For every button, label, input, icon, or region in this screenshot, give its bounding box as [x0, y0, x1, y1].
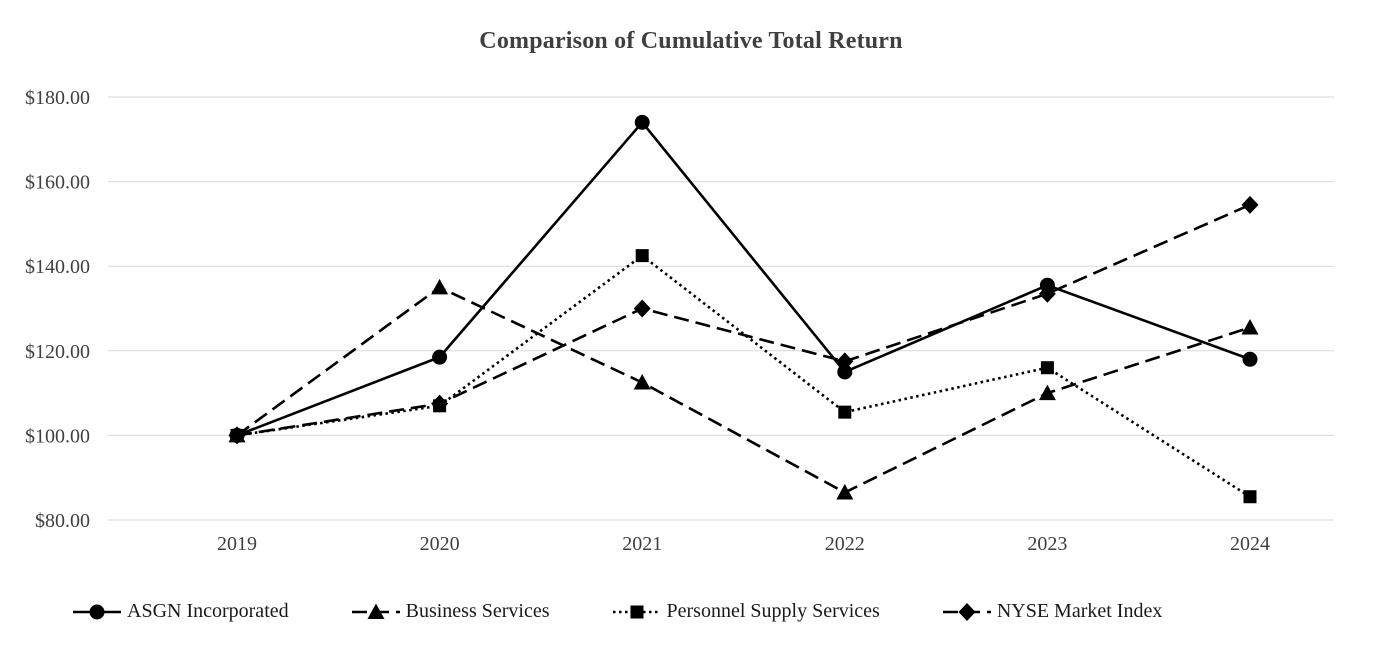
series-nyse-market-index [228, 195, 1259, 445]
square-marker [1243, 490, 1257, 504]
series-line [236, 120, 1251, 437]
diamond-marker [633, 299, 651, 318]
circle-marker [432, 349, 448, 365]
legend-label: Business Services [405, 600, 550, 622]
square-marker [630, 605, 644, 618]
triangle-marker [431, 278, 449, 295]
legend-item-business-services: Business Services [351, 600, 550, 623]
chart-legend: ASGN Incorporated Business Services Person… [72, 600, 1322, 623]
series-line [236, 203, 1251, 437]
legend-label: ASGN Incorporated [127, 600, 289, 622]
x-axis-tick-label: 2020 [420, 533, 460, 555]
legend-square-marker-sample [612, 605, 661, 618]
x-axis-tick-label: 2019 [217, 533, 257, 555]
series-line [236, 285, 1251, 494]
legend-triangle-marker-sample [351, 603, 400, 619]
triangle-marker [1241, 319, 1259, 335]
circle-marker [89, 604, 105, 619]
x-axis-tick-label: 2023 [1027, 533, 1067, 555]
legend-label: Personnel Supply Services [666, 600, 880, 622]
y-axis-tick-label: $100.00 [25, 425, 90, 447]
triangle-marker [367, 603, 385, 619]
triangle-marker [836, 484, 854, 500]
series-line [236, 253, 1251, 498]
legend-item-nyse-market-index: NYSE Market Index [942, 600, 1163, 623]
diamond-marker [1241, 195, 1259, 214]
x-axis-tick-label: 2022 [825, 533, 865, 555]
x-axis-tick-label: 2021 [622, 533, 662, 555]
legend-item-personnel-supply-services: Personnel Supply Services [612, 600, 880, 623]
triangle-marker [1038, 384, 1056, 401]
series-asgn-incorporated [229, 114, 1258, 443]
y-axis-tick-label: $180.00 [25, 87, 90, 109]
x-axis-tick-label: 2024 [1230, 533, 1270, 555]
series-personnel-supply-services [230, 249, 1257, 504]
diamond-marker [836, 352, 854, 371]
square-marker [1040, 361, 1054, 375]
diamond-marker [1038, 284, 1056, 303]
diamond-marker [958, 602, 976, 621]
y-axis-tick-label: $120.00 [25, 341, 90, 363]
square-marker [635, 249, 649, 263]
circle-marker [634, 114, 650, 130]
legend-item-asgn-incorporated: ASGN Incorporated [72, 600, 289, 623]
legend-circle-marker-sample [73, 604, 121, 619]
square-marker [838, 405, 852, 419]
triangle-marker [633, 374, 651, 390]
circle-marker [837, 364, 853, 380]
diamond-marker [431, 394, 449, 413]
y-axis-tick-label: $140.00 [25, 256, 90, 278]
legend-diamond-marker-sample [942, 602, 991, 621]
chart-title: Comparison of Cumulative Total Return [479, 28, 903, 54]
series-business-services [228, 278, 1259, 500]
circle-marker [1242, 351, 1258, 367]
y-axis-tick-label: $80.00 [35, 510, 90, 532]
y-axis-tick-label: $160.00 [25, 172, 90, 194]
legend-label: NYSE Market Index [996, 600, 1163, 622]
diamond-marker [228, 426, 246, 445]
